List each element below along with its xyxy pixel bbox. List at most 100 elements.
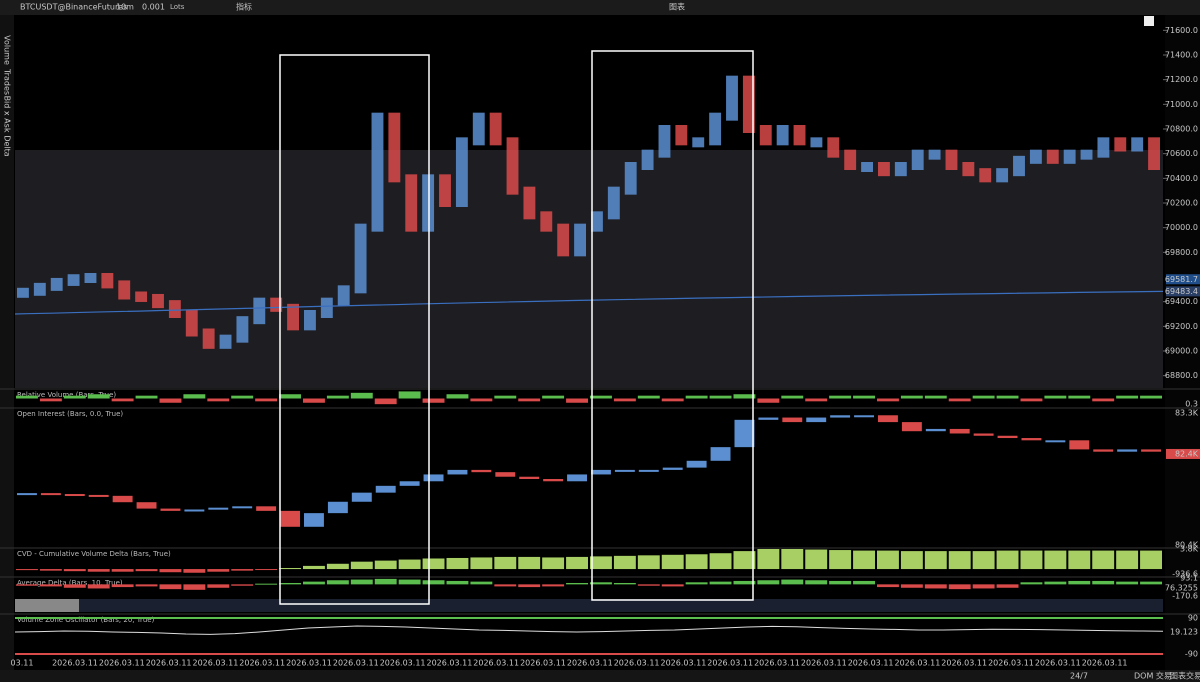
- oi-bar: [686, 460, 707, 468]
- bar: [1092, 580, 1115, 585]
- axis-label: 3.8K: [1180, 545, 1199, 554]
- bar: [566, 398, 588, 403]
- current-value: 19.123: [1170, 628, 1198, 637]
- candle: [506, 137, 519, 195]
- sidebar-tab[interactable]: Trades: [3, 68, 12, 95]
- sidebar-tab[interactable]: Delta: [3, 135, 12, 156]
- bar: [542, 557, 565, 570]
- bar: [661, 584, 684, 587]
- bar: [135, 395, 158, 399]
- heatmap-block: [15, 599, 79, 612]
- price-tick-label: 70400.0: [1165, 174, 1198, 183]
- moving-average: [14, 290, 1164, 315]
- bar: [996, 584, 1019, 588]
- bar: [972, 395, 995, 399]
- price-marker-label: 69483.4: [1165, 287, 1198, 296]
- candle: [304, 310, 316, 331]
- oi-bar: [543, 479, 564, 482]
- oi-bar: [64, 494, 85, 497]
- price-tick-label: 71600.0: [1165, 26, 1198, 35]
- bar: [948, 584, 971, 590]
- vzo-line: [14, 625, 1164, 635]
- candle: [202, 328, 215, 349]
- candle: [658, 125, 671, 158]
- symbol[interactable]: BTCUSDT@BinanceFutures: [20, 3, 127, 12]
- panel-title: Relative Volume (Bars, True): [17, 391, 116, 399]
- oi-bar: [423, 474, 444, 482]
- candle: [253, 297, 266, 325]
- oi-bar: [710, 447, 731, 461]
- oi-bar: [208, 507, 229, 510]
- candle: [945, 149, 958, 170]
- bar: [255, 583, 278, 585]
- bar: [757, 549, 780, 570]
- oi-bar: [160, 508, 181, 511]
- bar: [255, 569, 278, 571]
- bar: [613, 398, 636, 402]
- bar: [303, 581, 325, 585]
- price-tick-label: 68800.0: [1165, 371, 1198, 380]
- bar: [39, 398, 62, 402]
- oi-bar: [327, 501, 348, 514]
- bar: [805, 398, 828, 402]
- oi-bar: [806, 417, 827, 423]
- candle: [759, 125, 772, 146]
- oi-bar: [638, 469, 659, 472]
- candle: [1080, 149, 1093, 160]
- sidebar-tab[interactable]: Volume: [3, 35, 12, 65]
- candle: [1046, 149, 1059, 164]
- x-tick-label: 2026.03.11: [614, 659, 660, 668]
- oi-bar: [256, 506, 277, 511]
- candle: [101, 273, 114, 289]
- bar: [637, 395, 660, 399]
- candle: [793, 125, 806, 146]
- oi-bar: [925, 428, 946, 432]
- candle: [827, 137, 840, 158]
- chart-button[interactable]: [1144, 16, 1154, 26]
- dom-trade[interactable]: DOM 交易: [1134, 671, 1172, 681]
- candle: [979, 168, 992, 183]
- axis-label: -170.6: [1172, 592, 1198, 601]
- oi-bar: [519, 476, 540, 479]
- candle: [270, 297, 283, 312]
- bar: [733, 551, 756, 570]
- bar: [709, 581, 732, 585]
- bar: [1068, 550, 1091, 570]
- bar: [637, 584, 660, 586]
- oi-bar: [782, 417, 803, 423]
- bar: [733, 580, 756, 585]
- candle: [489, 112, 502, 146]
- session[interactable]: 24/7: [1070, 672, 1088, 681]
- axis-label: -90: [1185, 650, 1198, 659]
- x-tick-label: 2026.03.11: [567, 659, 613, 668]
- candle: [50, 277, 63, 291]
- oi-bar: [232, 506, 253, 509]
- bar: [757, 398, 780, 403]
- candle: [810, 137, 823, 148]
- candle: [152, 293, 164, 309]
- bar: [900, 395, 923, 399]
- bar: [1020, 550, 1043, 570]
- candle: [185, 310, 198, 337]
- bar: [470, 581, 493, 585]
- indicators[interactable]: 指标: [236, 2, 252, 12]
- oi-bar: [495, 472, 516, 477]
- bar: [829, 550, 852, 570]
- bar: [39, 584, 62, 587]
- oi-bar: [471, 469, 492, 473]
- bar: [326, 395, 349, 399]
- chart-trade[interactable]: 图表交易: [1170, 671, 1200, 681]
- candle: [472, 112, 485, 146]
- panel-title: Volume Zone Oscillator (Bars, 20, True): [17, 616, 155, 624]
- interval[interactable]: 10m: [116, 3, 134, 12]
- candle: [405, 174, 418, 232]
- quantity[interactable]: 0.001: [142, 3, 165, 12]
- oi-bar: [17, 493, 37, 496]
- bar: [781, 395, 804, 399]
- oi-bar: [854, 415, 874, 418]
- sidebar-tab[interactable]: Bid x Ask: [3, 96, 12, 133]
- x-tick-label: 2026.03.11: [520, 659, 566, 668]
- price-tick-label: 69800.0: [1165, 248, 1198, 257]
